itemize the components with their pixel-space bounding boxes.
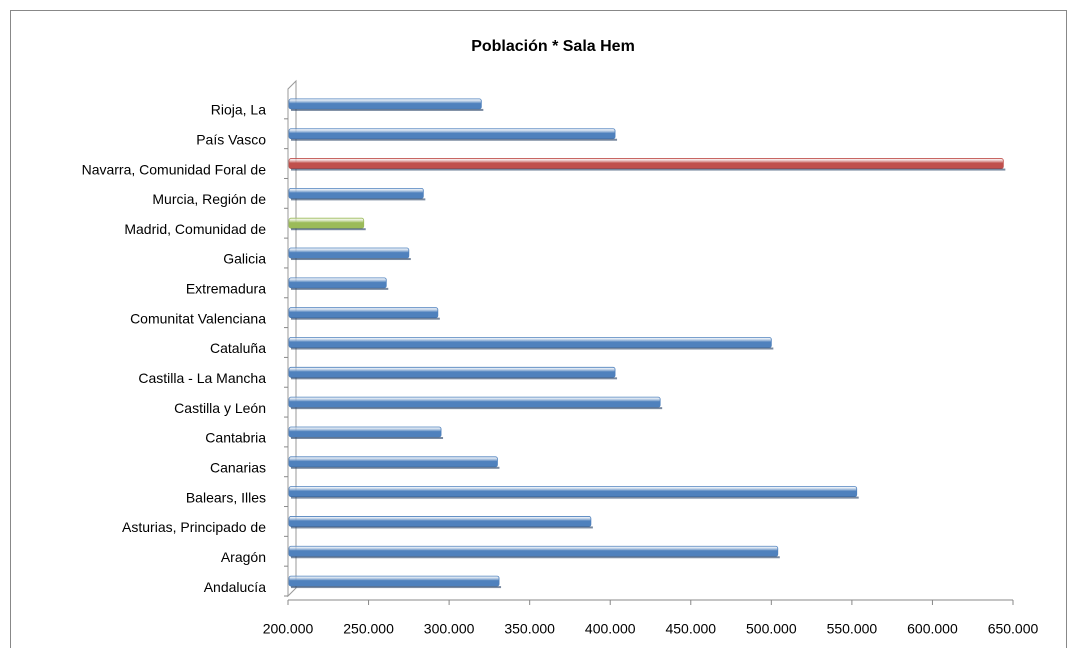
bar-shadow <box>291 258 411 261</box>
x-tick-label: 450.000 <box>665 621 716 637</box>
bar <box>288 128 616 140</box>
bar <box>288 217 365 229</box>
bar-shadow <box>291 168 1006 171</box>
bar <box>288 337 772 348</box>
bar-shadow <box>291 436 444 439</box>
bar-shadow <box>291 586 502 589</box>
bar-shadow <box>291 556 780 559</box>
y-tick-label: Extremadura <box>186 281 266 297</box>
bar <box>288 98 482 110</box>
y-tick-label: Asturias, Principado de <box>122 519 266 535</box>
x-tick-label: 250.000 <box>343 621 394 637</box>
bar <box>288 516 592 527</box>
bar-shadow <box>291 496 859 499</box>
bar-shadow <box>291 108 484 111</box>
y-tick-label: Madrid, Comunidad de <box>124 221 266 237</box>
bar-shadow <box>291 228 366 231</box>
bar <box>288 307 439 319</box>
bar-shadow <box>291 466 500 469</box>
bar <box>288 545 779 557</box>
x-tick-label: 650.000 <box>988 621 1039 637</box>
x-tick-label: 350.000 <box>504 621 555 637</box>
x-tick-label: 600.000 <box>907 621 958 637</box>
chart-frame <box>10 10 1067 648</box>
x-tick-label: 400.000 <box>585 621 636 637</box>
y-tick-label: Galicia <box>223 251 266 267</box>
y-tick-label: Navarra, Comunidad Foral de <box>82 161 267 177</box>
bar <box>288 366 616 378</box>
y-tick-label: Castilla - La Mancha <box>138 370 266 386</box>
bar <box>288 158 1004 169</box>
y-tick-label: País Vasco <box>196 131 266 147</box>
chart-title: Población * Sala Hem <box>471 38 635 55</box>
bar-shadow <box>291 287 389 290</box>
y-tick-label: Comunitat Valenciana <box>130 310 266 326</box>
bar-shadow <box>291 138 618 141</box>
bar <box>288 187 424 199</box>
y-tick-label: Cantabria <box>205 430 266 446</box>
bar <box>288 247 410 259</box>
bar-shadow <box>291 377 618 380</box>
y-tick-label: Canarias <box>210 459 266 475</box>
bar <box>288 396 661 408</box>
y-tick-label: Castilla y León <box>174 400 266 416</box>
bar-shadow <box>291 347 774 350</box>
y-tick-label: Rioja, La <box>211 102 266 118</box>
bar-shadow <box>291 198 426 201</box>
x-tick-label: 500.000 <box>746 621 797 637</box>
x-tick-label: 550.000 <box>827 621 878 637</box>
bar <box>288 575 500 587</box>
bar <box>288 486 858 498</box>
x-tick-label: 300.000 <box>424 621 475 637</box>
y-tick-label: Andalucía <box>204 579 266 595</box>
y-tick-label: Murcia, Región de <box>152 191 266 207</box>
y-tick-label: Balears, Illes <box>186 489 266 505</box>
bar-shadow <box>291 526 593 529</box>
bar <box>288 456 498 468</box>
bar-shadow <box>291 407 663 410</box>
bar <box>288 277 387 289</box>
y-tick-label: Aragón <box>221 549 266 565</box>
bar-shadow <box>291 317 440 320</box>
x-tick-label: 200.000 <box>263 621 314 637</box>
y-tick-label: Cataluña <box>210 340 266 356</box>
bar <box>288 426 442 438</box>
